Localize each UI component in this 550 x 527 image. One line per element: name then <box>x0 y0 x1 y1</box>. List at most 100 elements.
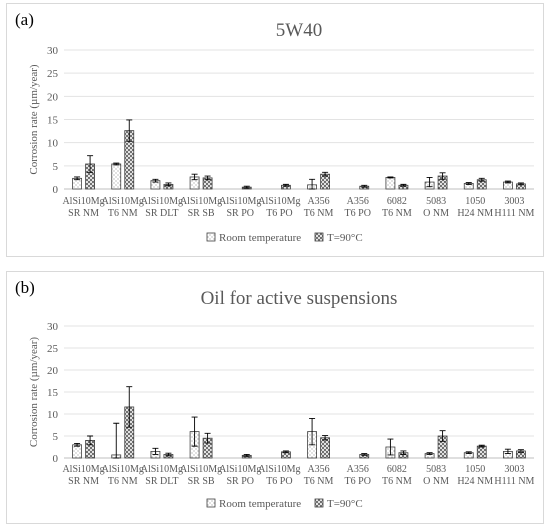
error-bar <box>439 430 446 442</box>
y-tick-label: 30 <box>47 321 59 333</box>
x-tick-label: T6 NM <box>382 208 412 219</box>
x-tick-label: T6 PO <box>266 476 292 487</box>
y-tick-label: 5 <box>53 431 59 443</box>
x-tick-label: SR NM <box>68 208 99 219</box>
error-bar <box>400 450 407 455</box>
y-tick-label: 10 <box>47 138 59 150</box>
x-tick-label: A356 <box>347 464 369 475</box>
error-bar <box>191 416 198 447</box>
error-bar <box>113 422 120 459</box>
y-tick-label: 15 <box>47 387 59 399</box>
chart-panel-a: (a) 5W40 0 5 10 15 20 25 30 Corrosion rate (µm/y… <box>6 3 544 257</box>
error-bar <box>478 177 485 182</box>
x-tick-label: SR PO <box>226 208 254 219</box>
error-bar <box>517 182 524 186</box>
error-bar <box>322 435 329 441</box>
error-bar <box>517 449 524 453</box>
y-tick-label: 25 <box>47 68 59 80</box>
error-bar <box>282 450 289 454</box>
x-tick-label: A356 <box>347 196 369 207</box>
bar <box>111 163 122 190</box>
x-tick-label: 1050 <box>465 464 485 475</box>
error-bar <box>309 178 316 190</box>
x-tick-label: T6 NM <box>382 476 412 487</box>
y-axis-label: Corrosion rate (µm/year) <box>28 337 40 448</box>
x-tick-label: AlSi10Mg <box>102 196 144 207</box>
x-tick-label: SR SB <box>188 208 215 219</box>
error-bar <box>465 451 472 455</box>
chart-b-canvas: Oil for active suspensions 0 5 10 15 20 25 30 Co… <box>28 288 535 510</box>
x-tick-label: 1050 <box>465 196 485 207</box>
x-tick-label: 5083 <box>426 196 446 207</box>
x-tick-label: AlSi10Mg <box>219 196 261 207</box>
x-tick-label: AlSi10Mg <box>180 464 222 475</box>
x-tick-label: H24 NM <box>457 476 493 487</box>
error-bar <box>426 452 433 455</box>
x-tick-label: T6 PO <box>345 476 371 487</box>
y-tick-label: 10 <box>47 409 59 421</box>
error-bar <box>204 432 211 444</box>
x-tick-label: 5083 <box>426 464 446 475</box>
error-bar <box>309 417 316 446</box>
bar <box>385 177 396 190</box>
x-tick-label: O NM <box>423 476 449 487</box>
error-bar <box>465 182 472 185</box>
x-tick-label: T6 NM <box>108 208 138 219</box>
chart-a-canvas: 5W40 0 5 10 15 20 25 30 Corrosion rate (µm/year)… <box>28 20 535 244</box>
legend-label: Room temperature <box>219 498 301 510</box>
x-tick-label: AlSi10Mg <box>141 196 183 207</box>
error-bar <box>504 180 511 184</box>
y-tick-label: 30 <box>47 45 59 57</box>
x-tick-label: SR PO <box>226 476 254 487</box>
error-bar <box>126 119 133 142</box>
bar <box>72 444 82 459</box>
y-tick-label: 20 <box>47 91 59 103</box>
x-tick-label: 6082 <box>387 464 407 475</box>
x-tick-label: T6 NM <box>304 208 334 219</box>
x-tick-label: AlSi10Mg <box>62 196 104 207</box>
x-tick-label: 3003 <box>504 464 524 475</box>
x-tick-label: 3003 <box>504 196 524 207</box>
x-tick-label: AlSi10Mg <box>258 464 300 475</box>
x-tick-label: 6082 <box>387 196 407 207</box>
x-tick-label: SR DLT <box>145 208 178 219</box>
x-tick-label: AlSi10Mg <box>258 196 300 207</box>
x-tick-label: H24 NM <box>457 208 493 219</box>
error-bar <box>87 435 94 446</box>
error-bar <box>439 172 446 180</box>
error-bar <box>400 183 407 187</box>
error-bar <box>204 175 211 181</box>
error-bar <box>165 182 172 187</box>
y-tick-label: 5 <box>53 161 59 173</box>
error-bar <box>152 447 159 455</box>
y-axis-label: Corrosion rate (µm/year) <box>28 64 40 175</box>
error-bar <box>504 448 511 455</box>
x-tick-label: SR SB <box>188 476 215 487</box>
error-bar <box>74 443 81 447</box>
panel-label-b: (b) <box>15 278 35 297</box>
panel-label-a: (a) <box>15 10 34 29</box>
y-tick-label: 20 <box>47 365 59 377</box>
x-tick-label: AlSi10Mg <box>180 196 222 207</box>
error-bar <box>426 176 433 188</box>
error-bar <box>165 452 172 457</box>
legend-swatch-t90 <box>314 232 324 242</box>
y-tick-label: 25 <box>47 343 59 355</box>
x-tick-label: T6 NM <box>304 476 334 487</box>
y-tick-label: 0 <box>53 453 59 465</box>
legend-label: T=90°C <box>327 232 363 244</box>
error-bar <box>113 162 120 166</box>
legend-label: Room temperature <box>219 232 301 244</box>
x-tick-label: H111 NM <box>494 208 534 219</box>
error-bar <box>74 176 81 181</box>
error-bar <box>361 184 368 188</box>
chart-title: 5W40 <box>276 20 322 41</box>
y-tick-label: 0 <box>53 184 59 196</box>
legend-swatch-room-temperature <box>206 232 216 242</box>
error-bar <box>87 155 94 173</box>
error-bar <box>243 454 250 457</box>
x-tick-label: AlSi10Mg <box>62 464 104 475</box>
error-bar <box>243 185 250 189</box>
x-tick-label: H111 NM <box>494 476 534 487</box>
x-tick-label: T6 PO <box>345 208 371 219</box>
